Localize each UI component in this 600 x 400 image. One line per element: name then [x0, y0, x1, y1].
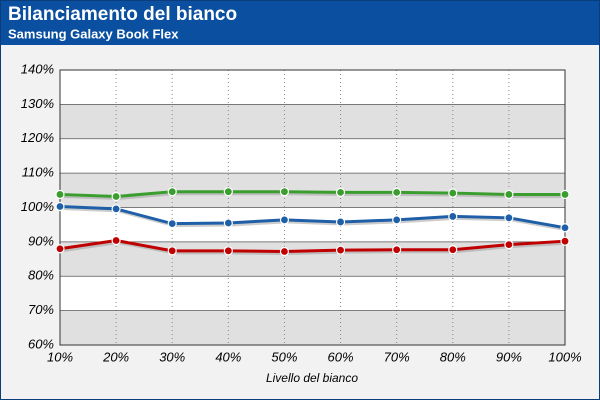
x-tick-label: 10% — [47, 349, 73, 364]
band — [60, 104, 565, 139]
x-tick-label: 40% — [215, 349, 241, 364]
y-tick-label: 130% — [21, 96, 54, 111]
data-point — [335, 187, 346, 197]
data-point — [504, 189, 514, 200]
data-point — [392, 245, 402, 255]
x-axis-label: Livello del bianco — [266, 371, 358, 385]
data-point — [167, 219, 177, 229]
data-point — [392, 215, 402, 225]
data-point — [111, 204, 121, 214]
data-point — [335, 217, 346, 227]
data-point — [560, 236, 570, 246]
data-point — [504, 240, 514, 250]
x-tick-label: 70% — [384, 349, 410, 364]
x-tick-label: 100% — [548, 349, 581, 364]
x-tick-label: 20% — [102, 349, 129, 364]
data-point — [223, 218, 233, 228]
band — [60, 173, 565, 208]
x-tick-label: 90% — [496, 349, 522, 364]
data-point — [279, 215, 290, 225]
series-shadow — [61, 192, 567, 201]
data-point — [448, 211, 458, 222]
y-tick-label: 70% — [28, 302, 54, 317]
data-point — [279, 187, 290, 197]
data-point — [55, 244, 65, 254]
band — [60, 310, 565, 345]
data-point — [167, 246, 177, 256]
series-line — [59, 190, 565, 199]
series-line — [59, 204, 566, 230]
data-point — [223, 246, 233, 256]
y-tick-label: 110% — [22, 165, 54, 180]
y-tick-label: 100% — [21, 199, 54, 214]
data-point — [111, 235, 121, 246]
chart-subtitle: Samsung Galaxy Book Flex — [8, 26, 179, 41]
series-shadow — [61, 240, 568, 256]
x-tick-label: 80% — [440, 349, 466, 364]
data-point — [504, 213, 514, 223]
series-line — [59, 238, 566, 254]
chart-title: Bilanciamento del bianco — [8, 4, 237, 25]
data-point — [111, 191, 121, 202]
data-point — [392, 187, 402, 197]
data-point — [55, 201, 65, 212]
data-point — [448, 245, 458, 255]
data-point — [448, 188, 458, 198]
data-point — [223, 187, 233, 197]
y-tick-label: 80% — [28, 268, 54, 283]
y-tick-label: 140% — [21, 61, 54, 76]
data-point — [167, 187, 177, 197]
y-tick-label: 120% — [21, 130, 54, 145]
x-tick-label: 30% — [159, 349, 185, 364]
data-point — [560, 223, 570, 233]
y-tick-label: 60% — [28, 336, 54, 351]
x-tick-label: 50% — [271, 349, 297, 364]
data-point — [560, 189, 570, 200]
data-point — [279, 246, 290, 257]
header — [0, 0, 600, 45]
x-tick-label: 60% — [328, 349, 354, 364]
y-tick-label: 90% — [28, 233, 54, 248]
data-point — [55, 189, 65, 200]
data-point — [335, 245, 346, 255]
